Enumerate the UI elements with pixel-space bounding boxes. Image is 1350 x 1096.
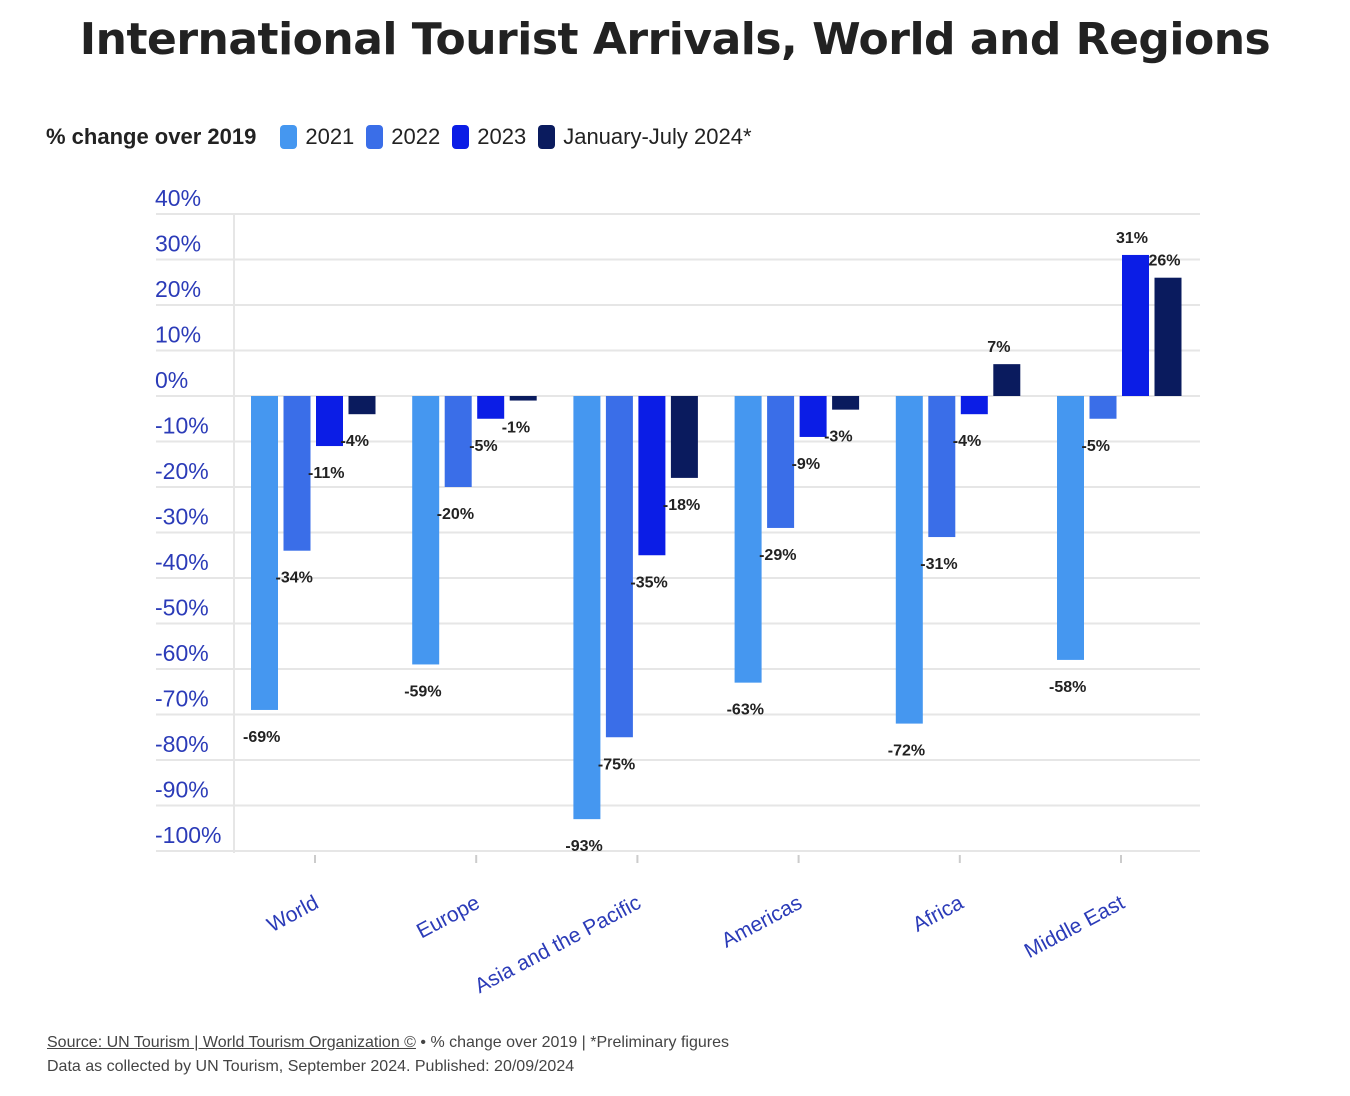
- legend-swatch: [538, 125, 556, 149]
- data-collection-note: Data as collected by UN Tourism, Septemb…: [47, 1058, 575, 1075]
- y-tick-label: 20%: [155, 276, 201, 302]
- data-label: 7%: [987, 339, 1010, 356]
- category-label: Asia and the Pacific: [471, 891, 645, 998]
- data-label: -5%: [469, 438, 497, 455]
- bar: [283, 396, 311, 551]
- y-tick-label: 40%: [155, 185, 201, 211]
- data-label: -69%: [243, 729, 280, 746]
- legend-swatch: [280, 125, 298, 149]
- bar: [1122, 254, 1149, 396]
- data-label: -20%: [437, 506, 474, 523]
- data-label: -5%: [1082, 438, 1110, 455]
- bar: [799, 396, 827, 437]
- bar: [928, 396, 956, 538]
- data-label: -1%: [502, 420, 530, 437]
- bar: [444, 396, 472, 487]
- category-label: Europe: [413, 891, 484, 943]
- legend-label: January-July 2024*: [563, 124, 752, 149]
- data-label: -31%: [920, 556, 957, 573]
- data-label: -63%: [727, 702, 764, 719]
- bar: [638, 396, 666, 556]
- source-link[interactable]: Source: UN Tourism | World Tourism Organ…: [47, 1034, 416, 1051]
- y-tick-label: -90%: [155, 777, 209, 803]
- y-tick-label: 10%: [155, 322, 201, 348]
- category-label: Africa: [909, 891, 967, 937]
- bar: [573, 396, 601, 820]
- data-label: -34%: [276, 570, 313, 587]
- chart-legend: % change over 2019 2021 2022 2023 Januar…: [46, 124, 764, 150]
- y-tick-label: -80%: [155, 731, 209, 757]
- bar: [1089, 396, 1117, 419]
- bar: [412, 396, 440, 665]
- data-label: -29%: [759, 547, 796, 564]
- data-label: 26%: [1149, 253, 1181, 270]
- bar: [960, 396, 988, 415]
- data-label: -4%: [341, 433, 369, 450]
- legend-label: 2022: [391, 124, 441, 149]
- data-label: -58%: [1049, 679, 1086, 696]
- y-tick-label: -60%: [155, 640, 209, 666]
- category-label: World: [263, 891, 322, 937]
- data-label: -11%: [308, 465, 344, 482]
- legend-swatch: [452, 125, 470, 149]
- y-tick-label: -50%: [155, 595, 209, 621]
- legend-heading: % change over 2019: [46, 124, 257, 149]
- data-label: -4%: [953, 433, 981, 450]
- y-tick-label: -10%: [155, 413, 209, 439]
- source-note: • % change over 2019 | *Preliminary figu…: [415, 1034, 729, 1051]
- data-label: -93%: [565, 838, 602, 855]
- bar: [348, 396, 376, 415]
- chart-footer: Source: UN Tourism | World Tourism Organ…: [47, 1031, 729, 1079]
- y-tick-label: -20%: [155, 458, 209, 484]
- legend-label: 2021: [305, 124, 355, 149]
- data-label: -35%: [630, 574, 667, 591]
- bar: [509, 396, 537, 401]
- bar: [1057, 396, 1084, 660]
- bar: [895, 396, 923, 724]
- legend-label: 2023: [477, 124, 527, 149]
- bar-chart: 40% 30% 20% 10% 0% -10% -20% -30% -40% -50% -60% -7…: [155, 185, 1200, 998]
- data-label: -9%: [792, 456, 820, 473]
- y-tick-label: -30%: [155, 504, 209, 530]
- bar: [670, 396, 698, 478]
- y-tick-label: 0%: [155, 367, 188, 393]
- data-label: -3%: [824, 429, 852, 446]
- legend-item-2024[interactable]: January-July 2024*: [538, 124, 752, 150]
- legend-item-2023[interactable]: 2023: [452, 124, 526, 150]
- y-tick-label: -40%: [155, 549, 209, 575]
- chart-title: International Tourist Arrivals, World an…: [79, 14, 1271, 65]
- data-label: 31%: [1116, 230, 1148, 247]
- y-tick-label: 30%: [155, 231, 201, 257]
- legend-swatch: [366, 125, 384, 149]
- data-label: -72%: [888, 743, 925, 760]
- data-label: -18%: [663, 497, 700, 514]
- legend-item-2021[interactable]: 2021: [280, 124, 354, 150]
- bar: [832, 396, 860, 410]
- category-label: Middle East: [1021, 891, 1129, 963]
- y-tick-label: -100%: [155, 822, 221, 848]
- bar: [251, 396, 278, 710]
- bar: [993, 364, 1021, 396]
- data-label: -75%: [598, 756, 635, 773]
- bar: [477, 396, 505, 419]
- bar: [1154, 277, 1182, 396]
- y-tick-label: -70%: [155, 686, 209, 712]
- category-label: Americas: [718, 891, 806, 952]
- bar: [734, 396, 762, 683]
- bar: [316, 396, 343, 447]
- data-label: -59%: [404, 683, 441, 700]
- legend-item-2022[interactable]: 2022: [366, 124, 440, 150]
- bar: [605, 396, 633, 738]
- bar: [767, 396, 795, 528]
